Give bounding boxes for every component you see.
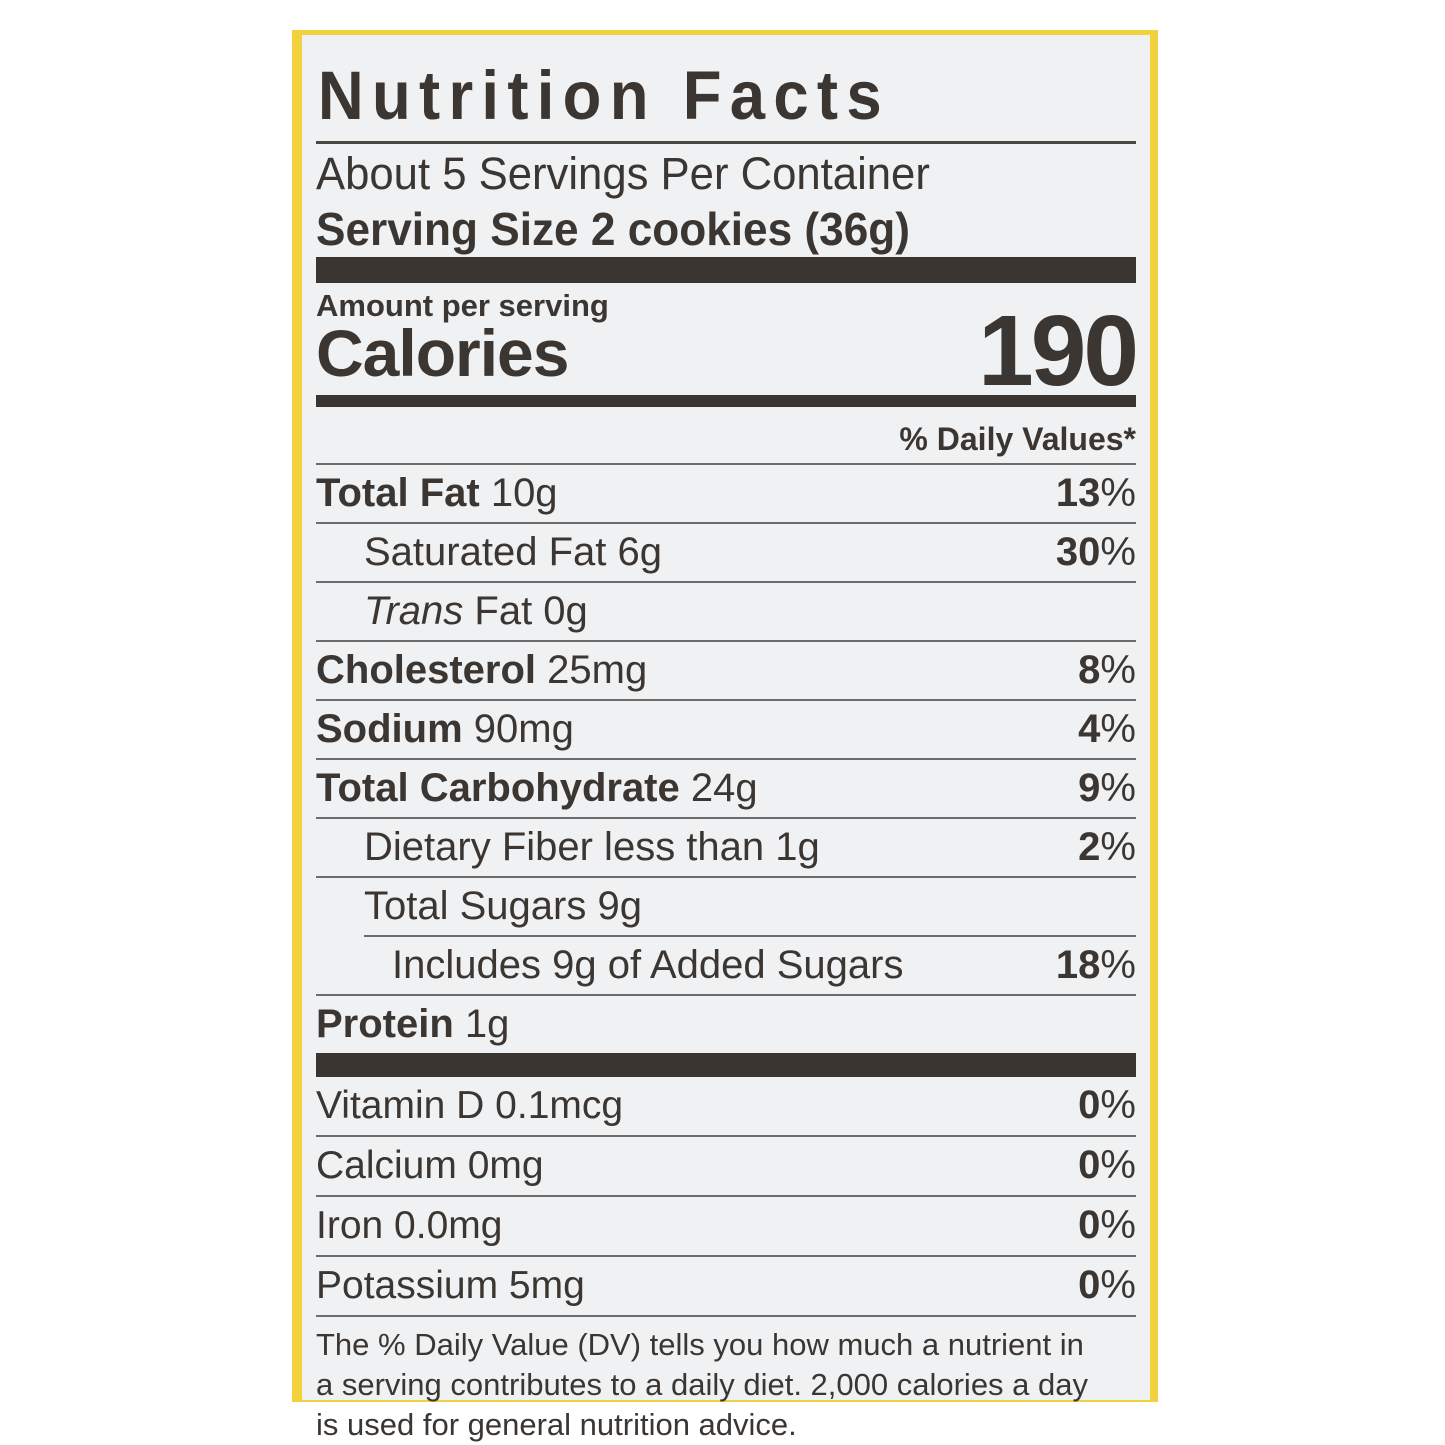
divider-calories [316,395,1136,407]
nutrient-daily-value: 8% [1078,648,1136,692]
micronutrient-daily-value: 0% [1078,1143,1136,1187]
nutrient-daily-value: 2% [1078,825,1136,869]
nutrient-daily-value: 30% [1055,530,1136,574]
label-title: Nutrition Facts [317,57,890,134]
micronutrient-row-vitamin-d: Vitamin D 0.1mcg 0% [316,1077,1136,1135]
row-divider [316,1135,1136,1137]
row-divider-indented [364,935,1136,937]
micronutrient-daily-value: 0% [1078,1203,1136,1247]
nutrition-facts-label: Nutrition Facts About 5 Servings Per Con… [302,35,1150,1442]
nutrient-row-added-sugars: Includes 9g of Added Sugars 18% [316,937,1136,994]
micronutrient-name: Vitamin D 0.1mcg [316,1084,624,1127]
row-divider [316,522,1136,524]
serving-size: Serving Size 2 cookies (36g) [316,203,910,255]
nutrient-name: Cholesterol 25mg [316,648,648,692]
nutrient-row-dietary-fiber: Dietary Fiber less than 1g 2% [316,819,1136,876]
row-divider [316,640,1136,642]
nutrient-name: Sodium 90mg [316,707,574,751]
nutrient-row-protein: Protein 1g [316,996,1136,1053]
nutrient-daily-value: 18% [1055,943,1136,987]
nutrient-row-trans-fat: Trans Fat 0g [316,583,1136,640]
servings-per-container: About 5 Servings Per Container [316,148,930,199]
nutrient-row-saturated-fat: Saturated Fat 6g 30% [316,524,1136,581]
row-divider [316,699,1136,701]
micronutrient-daily-value: 0% [1078,1263,1136,1307]
nutrient-daily-value: 4% [1078,707,1136,751]
micronutrient-name: Iron 0.0mg [316,1204,503,1247]
row-divider [316,1315,1136,1317]
nutrient-daily-value: 13% [1055,471,1136,515]
divider-thick-micronutrients [316,1053,1136,1077]
divider-thick-top [316,257,1136,283]
row-divider [316,1195,1136,1197]
micronutrient-name: Calcium 0mg [316,1144,544,1187]
nutrient-daily-value: 9% [1078,766,1136,810]
nutrient-name: Protein 1g [316,1002,510,1046]
calories-row: Calories 190 [316,299,1139,403]
title-divider [316,141,1136,144]
nutrient-row-total-carbohydrate: Total Carbohydrate 24g 9% [316,760,1136,817]
row-divider [316,817,1136,819]
daily-value-footnote: The % Daily Value (DV) tells you how muc… [316,1327,1089,1442]
nutrient-name: Total Carbohydrate 24g [316,766,758,810]
micronutrient-daily-value: 0% [1078,1083,1136,1127]
micronutrient-row-iron: Iron 0.0mg 0% [316,1197,1136,1255]
nutrient-name: Includes 9g of Added Sugars [392,943,904,987]
nutrient-row-cholesterol: Cholesterol 25mg 8% [316,642,1136,699]
row-divider [316,994,1136,996]
row-divider [316,758,1136,760]
nutrient-row-total-sugars: Total Sugars 9g [316,878,1136,935]
nutrient-row-sodium: Sodium 90mg 4% [316,701,1136,758]
nutrient-row-total-fat: Total Fat 10g 13% [316,465,1136,522]
row-divider [316,581,1136,583]
micronutrient-row-potassium: Potassium 5mg 0% [316,1257,1136,1315]
row-divider [316,876,1136,878]
calories-label: Calories [316,316,569,390]
row-divider [316,1255,1136,1257]
amount-per-serving-label: Amount per serving [316,288,609,323]
nutrient-name: Saturated Fat 6g [364,530,662,574]
daily-values-header: % Daily Values* [899,421,1136,457]
micronutrient-name: Potassium 5mg [316,1264,585,1307]
package-yellow-border: Nutrition Facts About 5 Servings Per Con… [292,30,1158,1442]
nutrient-name: Trans Fat 0g [364,589,588,633]
calories-value: 190 [978,295,1139,407]
nutrient-name: Total Sugars 9g [364,884,642,928]
micronutrient-row-calcium: Calcium 0mg 0% [316,1137,1136,1195]
nutrient-name: Total Fat 10g [316,471,558,515]
nutrient-name: Dietary Fiber less than 1g [364,825,820,869]
row-divider [316,463,1136,465]
